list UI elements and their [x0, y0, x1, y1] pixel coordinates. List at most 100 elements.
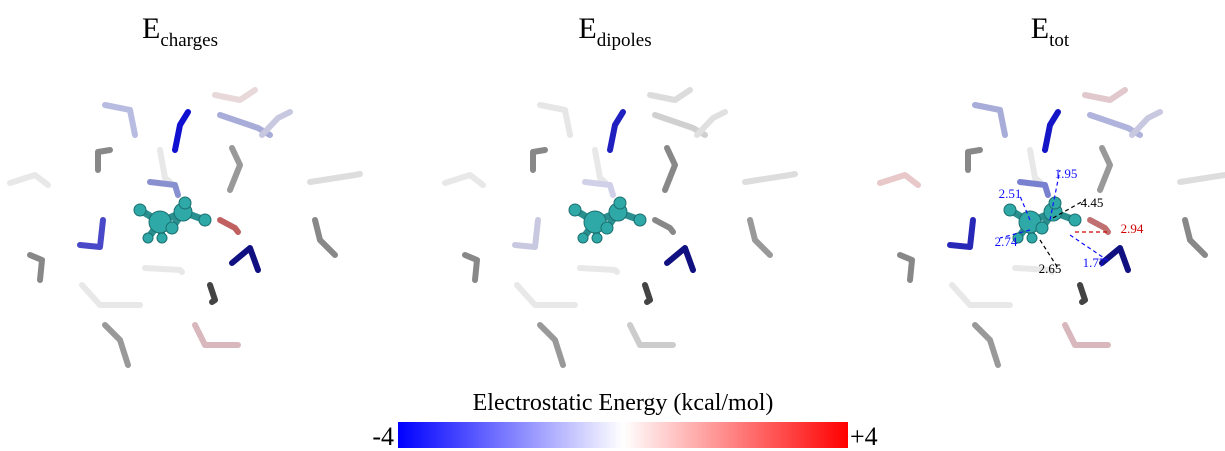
colorbar [398, 422, 848, 448]
distance-label: 2.74 [995, 234, 1018, 249]
atom [1049, 197, 1061, 209]
water-molecule [745, 174, 795, 182]
distance-label: 1.77 [1083, 255, 1106, 270]
water-molecule [145, 268, 182, 272]
water-molecule [595, 150, 605, 182]
water-molecule [82, 285, 140, 305]
title-main: E [1031, 12, 1049, 45]
water-molecule [975, 325, 998, 365]
water-molecule [655, 220, 673, 232]
title-subscript: charges [160, 30, 218, 51]
water-molecule [445, 175, 483, 185]
water-molecule [80, 220, 103, 247]
water-molecule [650, 90, 690, 100]
distance-label: 2.94 [1121, 221, 1144, 236]
water-molecule [515, 220, 538, 247]
panel-title: Edipoles [578, 12, 651, 51]
atom [1036, 222, 1048, 234]
distance-label: 2.51 [999, 186, 1022, 201]
water-molecule [975, 105, 1005, 135]
water-molecule [697, 112, 725, 135]
solute [569, 197, 646, 243]
water-molecule [10, 175, 48, 185]
water-molecule [1090, 220, 1108, 232]
water-molecule [1100, 148, 1110, 190]
water-molecule [262, 112, 290, 135]
water-molecule [1080, 285, 1085, 302]
atom [157, 233, 167, 243]
atom [614, 197, 626, 209]
water-molecule [630, 325, 673, 345]
colorbar-min: -4 [372, 422, 394, 451]
panel: Edipoles [445, 12, 795, 365]
water-molecule [667, 248, 693, 270]
water-molecule [1085, 90, 1125, 100]
panel: Etot [880, 12, 1225, 365]
water-molecule [1185, 220, 1205, 255]
water-molecule [1030, 150, 1040, 182]
atom [634, 214, 646, 226]
water-molecule [150, 182, 178, 195]
water-molecule [1020, 182, 1048, 195]
atom [592, 233, 602, 243]
water-molecule [540, 105, 570, 135]
atom [166, 222, 178, 234]
title-main: E [142, 12, 160, 45]
atom [601, 222, 613, 234]
water-molecule [750, 220, 770, 255]
solute [134, 197, 211, 243]
distance-label: 1.95 [1055, 166, 1078, 181]
water-molecule [220, 220, 238, 232]
water-molecule [160, 150, 170, 182]
title-subscript: tot [1049, 30, 1070, 51]
water-molecule [880, 175, 918, 185]
water-molecule [175, 112, 188, 150]
atom [179, 197, 191, 209]
atom [134, 204, 146, 216]
water-molecule [968, 150, 980, 170]
water-molecule [195, 325, 238, 345]
water-molecule [540, 325, 563, 365]
water-molecule [533, 150, 545, 170]
figure: EchargesEdipolesEtot1.952.514.452.942.74… [0, 0, 1225, 451]
water-molecule [950, 220, 973, 247]
water-molecule [517, 285, 575, 305]
water-molecule [230, 148, 240, 190]
title-subscript: dipoles [597, 30, 652, 51]
atom [1027, 233, 1037, 243]
atom [1004, 204, 1016, 216]
water-molecule [1045, 112, 1058, 150]
water-molecule [315, 220, 335, 255]
atom [569, 204, 581, 216]
atom [199, 214, 211, 226]
water-molecule [465, 255, 477, 280]
water-molecule [210, 285, 215, 302]
colorbar-max: +4 [850, 422, 878, 451]
atom [578, 233, 588, 243]
atom [143, 233, 153, 243]
colorbar-label: Electrostatic Energy (kcal/mol) [473, 390, 774, 416]
atom [1069, 214, 1081, 226]
water-molecule [1180, 174, 1225, 182]
panel: Echarges [10, 12, 360, 365]
distance-label: 2.65 [1039, 261, 1062, 276]
water-molecule [610, 112, 623, 150]
panel-title: Echarges [142, 12, 218, 51]
water-molecule [580, 268, 617, 272]
water-molecule [585, 182, 613, 195]
water-molecule [215, 90, 255, 100]
water-molecule [232, 248, 258, 270]
distance-label: 4.45 [1081, 195, 1104, 210]
panel-title: Etot [1031, 12, 1070, 51]
water-molecule [30, 255, 42, 280]
water-molecule [1065, 325, 1108, 345]
water-molecule [665, 148, 675, 190]
water-molecule [645, 285, 650, 302]
water-molecule [310, 174, 360, 182]
water-molecule [105, 325, 128, 365]
water-molecule [1132, 112, 1160, 135]
water-molecule [105, 105, 135, 135]
water-molecule [98, 150, 110, 170]
title-main: E [578, 12, 596, 45]
